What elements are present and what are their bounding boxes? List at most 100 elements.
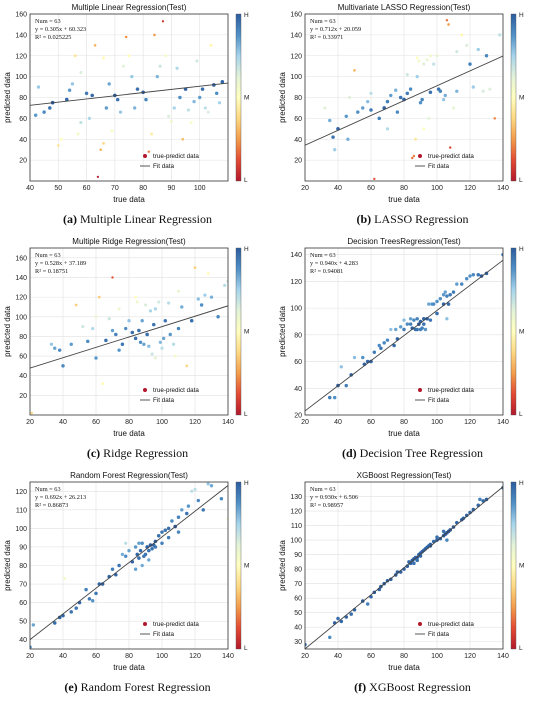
chart-title: Decision TreesRegression(Test) xyxy=(347,237,461,246)
y-tick-label: 160 xyxy=(15,255,27,262)
data-point xyxy=(107,82,111,86)
data-point xyxy=(145,332,149,337)
data-point xyxy=(206,110,210,114)
data-point xyxy=(455,89,459,93)
colorbar-high-label: H xyxy=(244,12,249,19)
y-tick-label: 130 xyxy=(290,494,302,501)
legend-label-fit: Fit data xyxy=(428,397,449,404)
data-point xyxy=(460,282,464,286)
data-point xyxy=(30,411,34,415)
fit-line xyxy=(30,485,228,640)
data-point xyxy=(331,135,335,139)
x-tick-label: 90 xyxy=(168,185,176,192)
colorbar-low-label: L xyxy=(519,177,523,184)
legend-label-fit: Fit data xyxy=(428,631,449,638)
data-point xyxy=(420,97,424,102)
plot-frame xyxy=(29,247,229,416)
plot-frame xyxy=(304,13,504,182)
data-point xyxy=(441,529,446,534)
data-point xyxy=(422,127,426,131)
data-point xyxy=(200,87,205,91)
chart-svg: 20 40 60 80 100 120 140 40 50 60 70 80 90 100 110 120 Ra… xyxy=(3,471,249,672)
caption-text: Multiple Linear Regression xyxy=(80,212,212,226)
x-tick-label: 20 xyxy=(26,419,34,426)
y-tick-label: 80 xyxy=(294,567,302,574)
chart-svg: 20 40 60 80 100 120 140 20 40 60 80 100 120 140 160 Mul… xyxy=(278,3,524,204)
colorbar-high-label: H xyxy=(519,246,524,253)
colorbar-mid-label: M xyxy=(244,95,249,102)
x-tick-label: 60 xyxy=(367,185,375,192)
data-point xyxy=(69,610,74,614)
stats-line: y = 0.930x + 6.506 xyxy=(310,494,358,501)
stats-line: Num = 63 xyxy=(35,486,61,493)
data-point xyxy=(333,148,337,152)
data-point xyxy=(214,91,219,96)
data-point xyxy=(377,343,381,348)
x-tick-label: 60 xyxy=(92,653,100,660)
plot-frame xyxy=(29,13,229,182)
data-point xyxy=(385,99,390,104)
x-tick-label: 100 xyxy=(431,419,443,426)
y-tick-label: 20 xyxy=(19,393,27,400)
data-point xyxy=(102,56,105,60)
y-tick-label: 60 xyxy=(19,600,27,607)
y-tick-label: 50 xyxy=(294,610,302,617)
data-point xyxy=(133,545,138,549)
data-point xyxy=(73,54,77,58)
data-point xyxy=(361,355,365,360)
data-point xyxy=(478,497,482,502)
y-tick-label: 80 xyxy=(294,332,302,339)
data-point xyxy=(123,554,128,558)
chart-svg: 20 40 60 80 100 120 140 30 40 50 60 70 80 90 100 110 120… xyxy=(278,471,524,672)
stats-line: R² = 0.18751 xyxy=(35,268,68,275)
stats-line: R² = 0.86873 xyxy=(35,502,68,509)
data-point xyxy=(428,318,433,322)
stats-line: R² = 0.025225 xyxy=(35,34,71,41)
data-point xyxy=(150,132,154,136)
data-point xyxy=(379,346,383,350)
data-point xyxy=(86,339,90,344)
y-tick-label: 20 xyxy=(19,158,27,165)
data-point xyxy=(176,530,181,534)
data-point xyxy=(423,327,428,332)
data-point xyxy=(167,114,171,118)
y-tick-label: 40 xyxy=(294,386,302,393)
x-tick-label: 100 xyxy=(431,653,443,660)
data-point xyxy=(369,108,373,112)
data-point xyxy=(42,110,46,114)
data-point xyxy=(176,515,181,519)
data-point xyxy=(57,615,62,620)
data-point xyxy=(180,305,184,309)
data-point xyxy=(147,344,151,348)
data-point xyxy=(94,591,98,596)
y-axis-label: predicted data xyxy=(278,306,287,357)
colorbar-mid-label: M xyxy=(519,95,524,102)
caption-text: Ridge Regression xyxy=(103,446,189,460)
data-point xyxy=(199,303,204,307)
chart-title: Multiple Ridge Regression(Test) xyxy=(72,237,186,246)
data-point xyxy=(31,623,35,627)
data-point xyxy=(203,106,207,110)
x-tick-label: 20 xyxy=(26,653,34,660)
y-tick-label: 40 xyxy=(19,137,27,144)
data-point xyxy=(170,519,174,523)
data-point xyxy=(447,23,450,26)
data-point xyxy=(33,113,38,117)
data-point xyxy=(353,69,356,72)
data-point xyxy=(140,319,144,323)
y-tick-label: 100 xyxy=(15,314,27,321)
data-point xyxy=(468,274,472,278)
x-tick-label: 100 xyxy=(431,185,443,192)
x-tick-label: 70 xyxy=(111,185,119,192)
data-point xyxy=(153,307,158,311)
data-point xyxy=(117,307,121,311)
data-point xyxy=(346,137,350,141)
y-tick-label: 120 xyxy=(290,509,302,516)
colorbar-high-label: H xyxy=(244,246,249,253)
data-point xyxy=(465,43,469,47)
y-tick-label: 100 xyxy=(290,74,302,81)
data-point xyxy=(160,346,164,350)
data-point xyxy=(110,328,115,333)
data-point xyxy=(107,317,111,321)
x-tick-label: 80 xyxy=(125,419,133,426)
